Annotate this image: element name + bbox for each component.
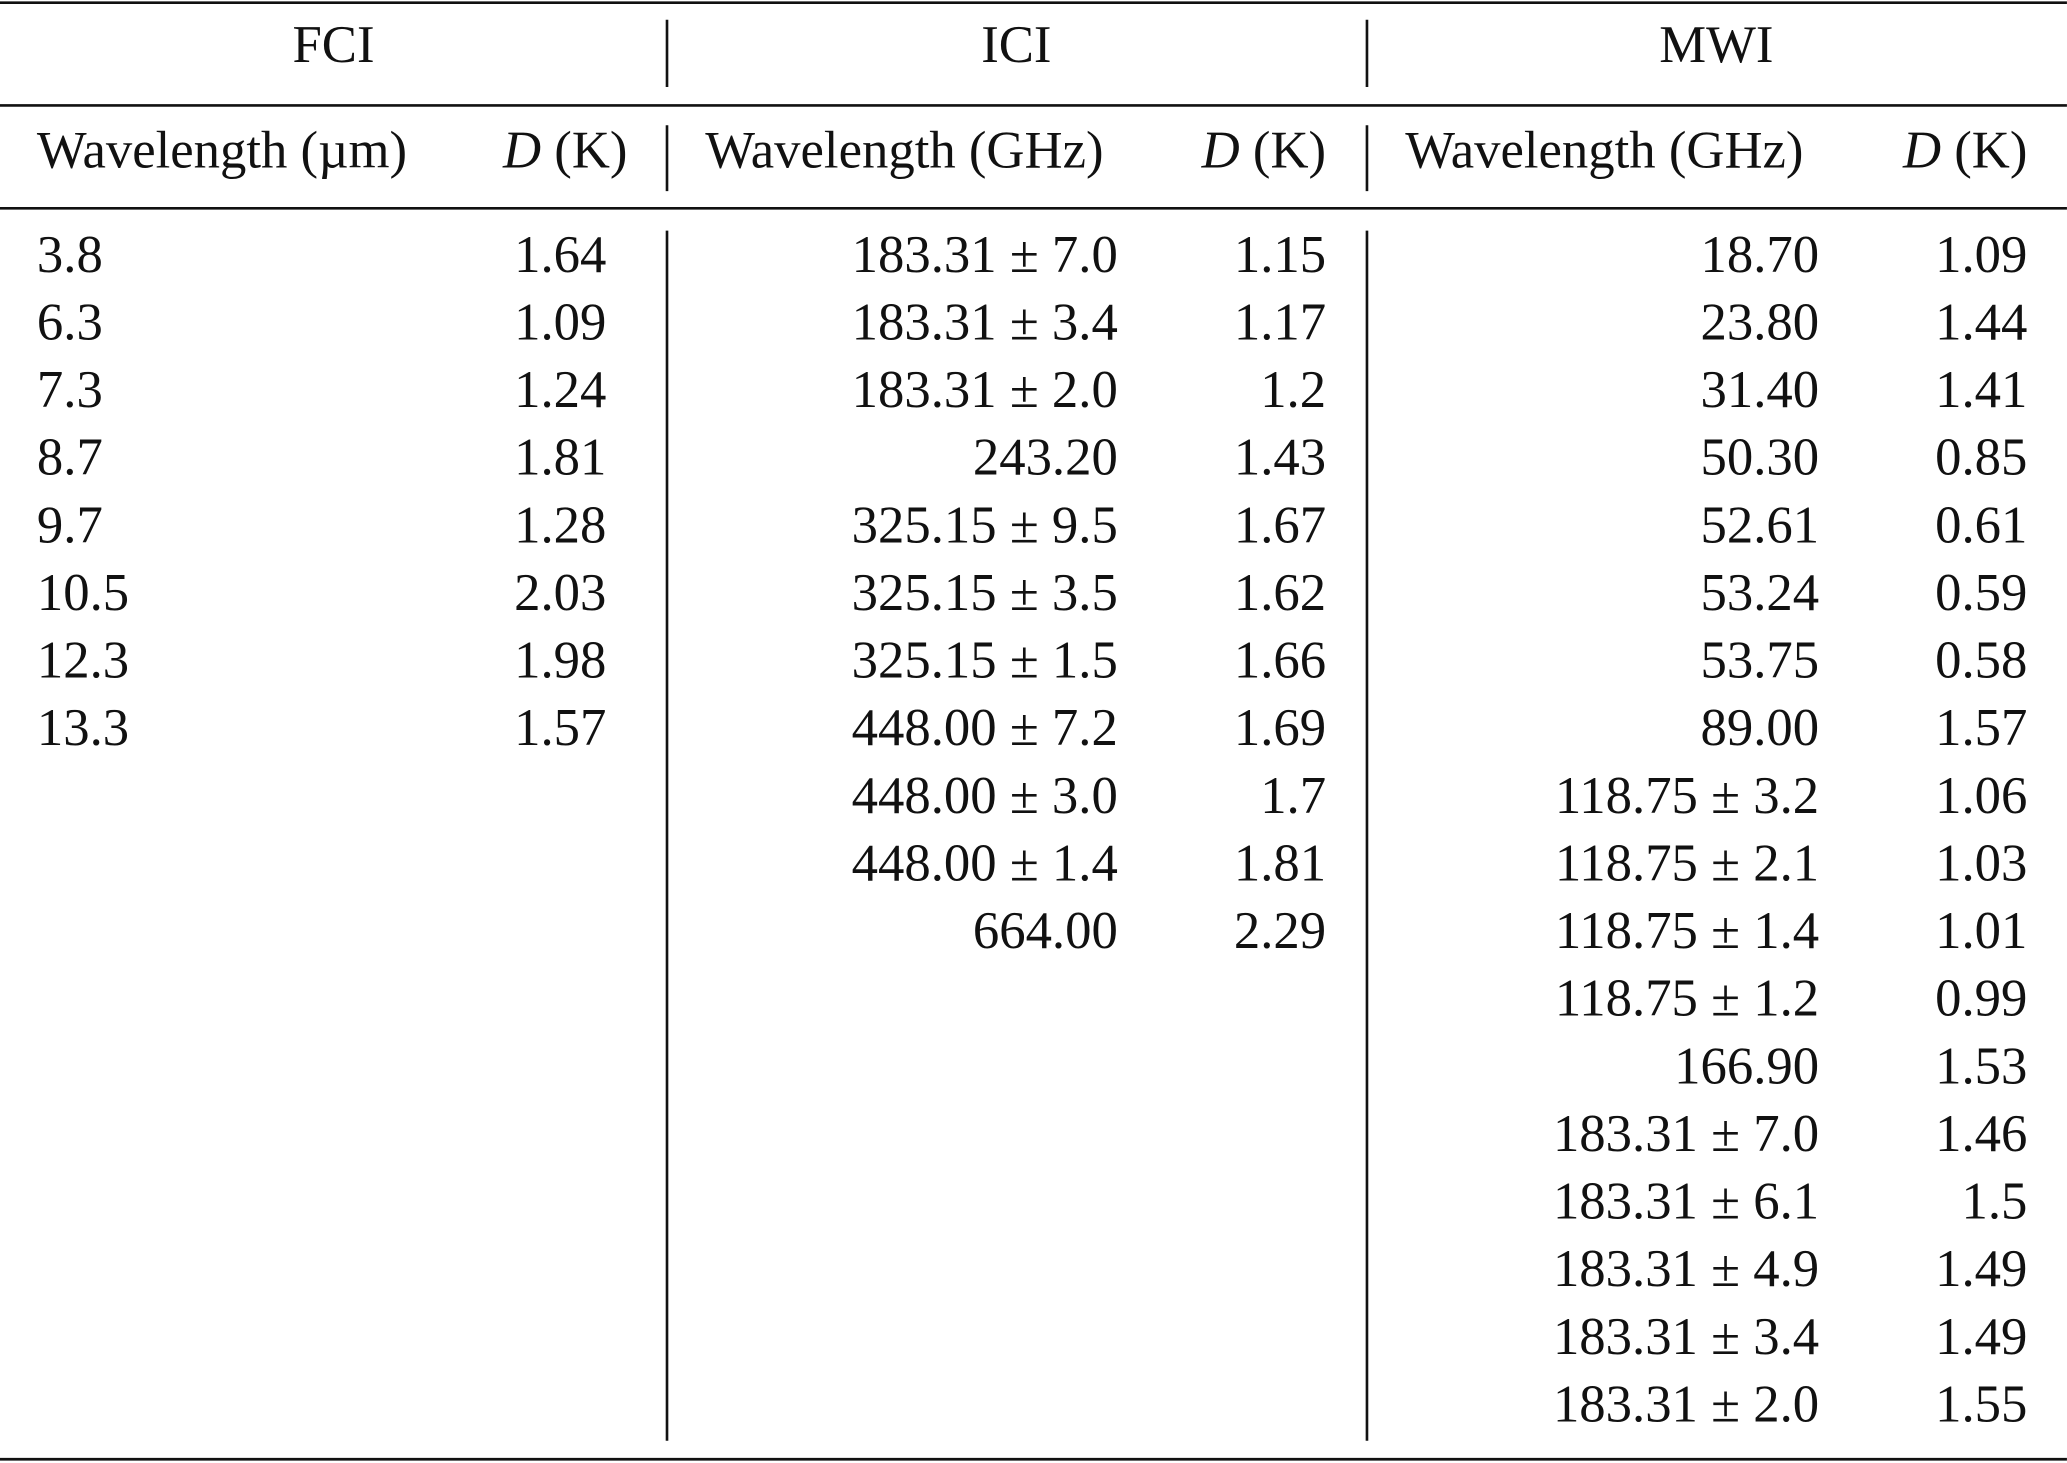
d-cell: 1.57 (514, 699, 606, 757)
wavelength-cell: 31.40 (1700, 361, 1819, 419)
wavelength-cell: 23.80 (1700, 293, 1819, 351)
wavelength-cell: 183.31 ± 3.4 (1553, 1308, 1819, 1366)
wavelength-cell: 448.00 ± 1.4 (852, 834, 1118, 892)
d-cell: 1.64 (514, 226, 606, 284)
d-cell: 1.7 (1260, 767, 1326, 825)
group-title: FCI (292, 16, 374, 74)
d-cell: 2.03 (514, 564, 606, 622)
d-cell: 1.69 (1234, 699, 1326, 757)
d-cell: 1.81 (1234, 834, 1326, 892)
wavelength-cell: 183.31 ± 7.0 (852, 226, 1118, 284)
d-cell: 1.57 (1935, 699, 2027, 757)
d-cell: 1.55 (1935, 1375, 2027, 1433)
column-header: D (K) (502, 122, 627, 180)
d-cell: 2.29 (1234, 902, 1326, 960)
unit: (K) (554, 122, 627, 180)
d-cell: 0.59 (1935, 564, 2027, 622)
d-cell: 1.28 (514, 496, 606, 554)
d-cell: 1.98 (514, 632, 606, 690)
d-cell: 1.49 (1935, 1308, 2027, 1366)
wavelength-cell: 12.3 (37, 632, 129, 690)
wavelength-cell: 53.24 (1700, 564, 1819, 622)
wavelength-cell: 3.8 (37, 226, 103, 284)
d-cell: 1.09 (1935, 226, 2027, 284)
d-cell: 0.58 (1935, 632, 2027, 690)
wavelength-cell: 89.00 (1700, 699, 1819, 757)
d-cell: 1.66 (1234, 632, 1326, 690)
wavelength-cell: 448.00 ± 3.0 (852, 767, 1118, 825)
wavelength-cell: 118.75 ± 1.2 (1555, 970, 1819, 1028)
d-cell: 0.99 (1935, 970, 2027, 1028)
d-cell: 1.62 (1234, 564, 1326, 622)
d-cell: 1.46 (1935, 1105, 2027, 1163)
wavelength-cell: 448.00 ± 7.2 (852, 699, 1118, 757)
column-header: Wavelength (µm) (37, 122, 407, 180)
wavelength-cell: 52.61 (1700, 496, 1819, 554)
wavelength-cell: 18.70 (1700, 226, 1819, 284)
d-cell: 1.53 (1935, 1037, 2027, 1095)
symbol: D (1201, 122, 1240, 180)
d-cell: 1.81 (514, 429, 606, 487)
unit: (K) (1954, 122, 2027, 180)
d-cell: 1.44 (1935, 293, 2027, 351)
wavelength-cell: 183.31 ± 2.0 (852, 361, 1118, 419)
wavelength-cell: 7.3 (37, 361, 103, 419)
symbol: D (1902, 122, 1941, 180)
d-cell: 1.5 (1961, 1173, 2027, 1231)
wavelength-cell: 183.31 ± 7.0 (1553, 1105, 1819, 1163)
wavelength-cell: 325.15 ± 9.5 (852, 496, 1118, 554)
d-cell: 1.67 (1234, 496, 1326, 554)
wavelength-cell: 243.20 (973, 429, 1118, 487)
d-cell: 1.17 (1234, 293, 1326, 351)
d-cell: 1.41 (1935, 361, 2027, 419)
wavelength-cell: 183.31 ± 3.4 (852, 293, 1118, 351)
wavelength-cell: 166.90 (1674, 1037, 1819, 1095)
d-cell: 0.61 (1935, 496, 2027, 554)
wavelength-cell: 6.3 (37, 293, 103, 351)
d-cell: 1.09 (514, 293, 606, 351)
wavelength-cell: 664.00 (973, 902, 1118, 960)
group-title: ICI (981, 16, 1051, 74)
unit: (K) (1253, 122, 1326, 180)
wavelength-cell: 183.31 ± 6.1 (1553, 1173, 1819, 1231)
d-cell: 1.49 (1935, 1240, 2027, 1298)
wavelength-cell: 183.31 ± 4.9 (1553, 1240, 1819, 1298)
wavelength-cell: 50.30 (1700, 429, 1819, 487)
wavelength-cell: 325.15 ± 3.5 (852, 564, 1118, 622)
column-header: Wavelength (GHz) (705, 122, 1103, 180)
d-cell: 1.24 (514, 361, 606, 419)
d-cell: 1.2 (1260, 361, 1326, 419)
wavelength-cell: 8.7 (37, 429, 103, 487)
wavelength-cell: 118.75 ± 2.1 (1555, 834, 1819, 892)
d-cell: 0.85 (1935, 429, 2027, 487)
d-cell: 1.06 (1935, 767, 2027, 825)
wavelength-cell: 13.3 (37, 699, 129, 757)
column-separators (665, 19, 1369, 1441)
wavelength-cell: 9.7 (37, 496, 103, 554)
wavelength-cell: 53.75 (1700, 632, 1819, 690)
column-header: D (K) (1201, 122, 1326, 180)
d-cell: 1.43 (1234, 429, 1326, 487)
wavelength-cell: 10.5 (37, 564, 129, 622)
group-title: MWI (1659, 16, 1773, 74)
d-cell: 1.03 (1935, 834, 2027, 892)
column-header: Wavelength (GHz) (1405, 122, 1803, 180)
d-cell: 1.01 (1935, 902, 2027, 960)
d-cell: 1.15 (1234, 226, 1326, 284)
wavelength-cell: 118.75 ± 1.4 (1555, 902, 1819, 960)
symbol: D (502, 122, 541, 180)
wavelength-cell: 325.15 ± 1.5 (852, 632, 1118, 690)
column-header: D (K) (1902, 122, 2027, 180)
wavelength-cell: 118.75 ± 3.2 (1555, 767, 1819, 825)
wavelength-cell: 183.31 ± 2.0 (1553, 1375, 1819, 1433)
